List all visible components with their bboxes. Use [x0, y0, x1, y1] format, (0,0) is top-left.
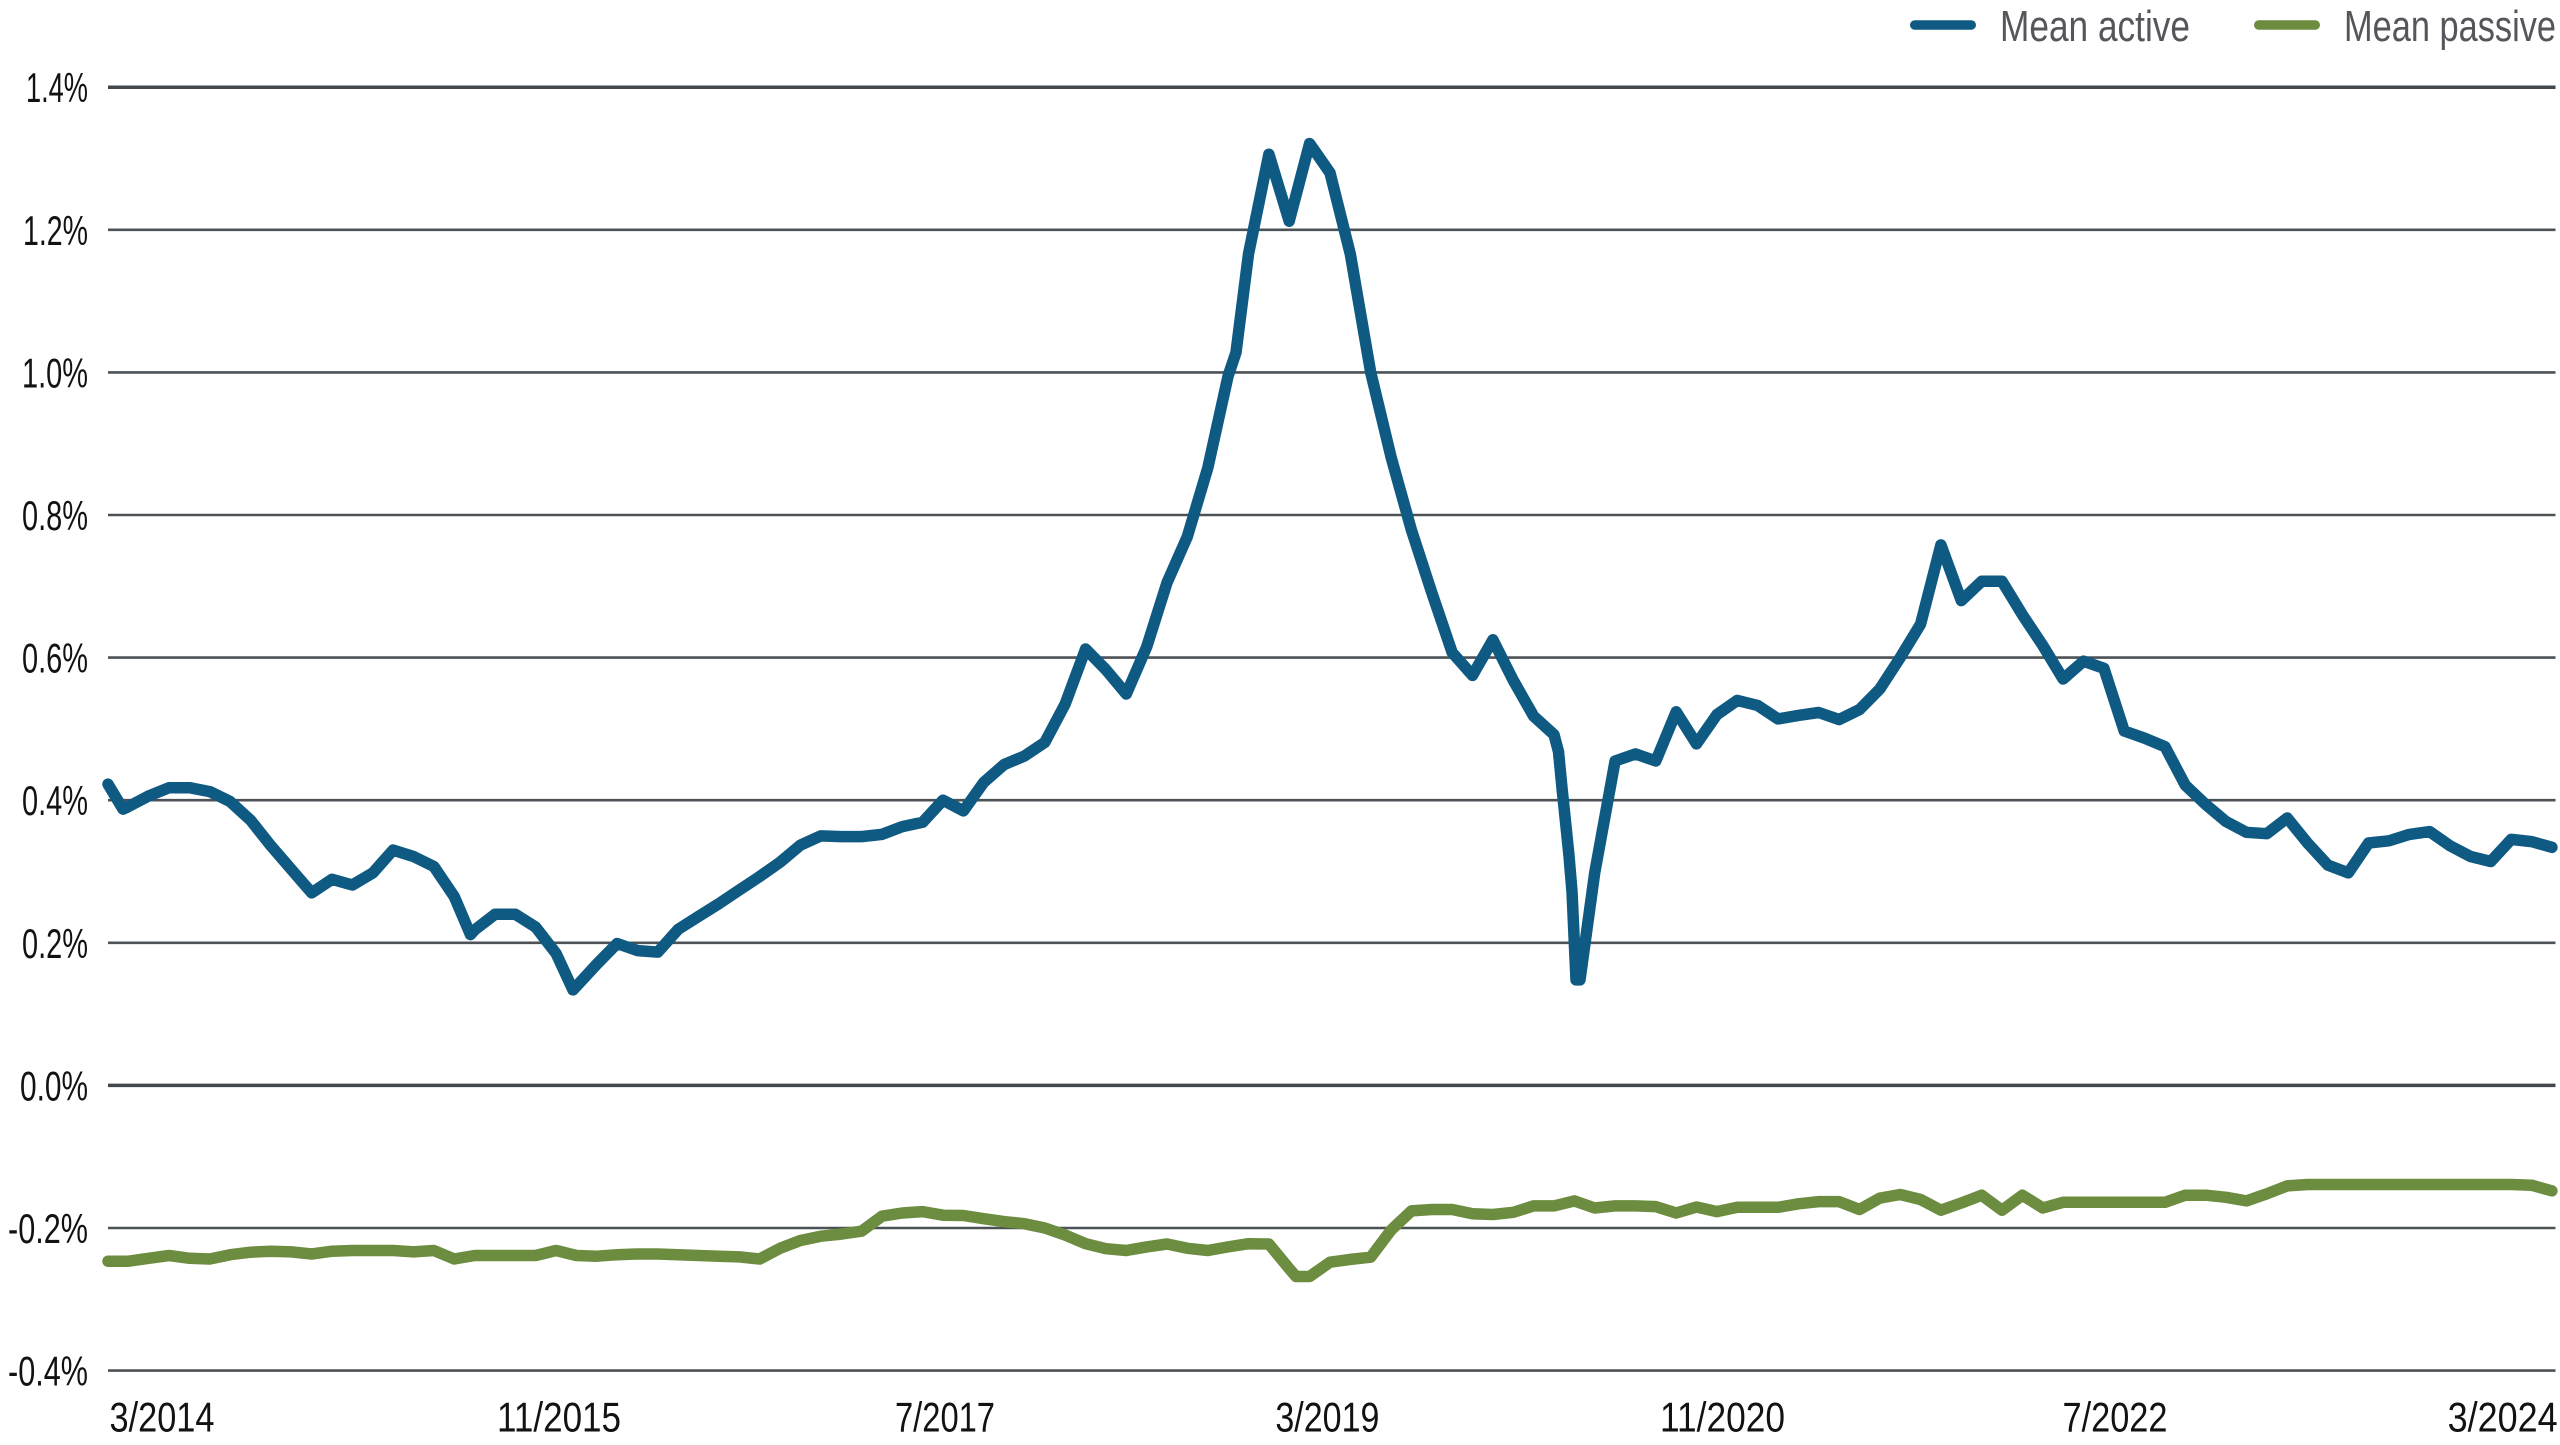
svg-text:0.6%: 0.6% [22, 635, 88, 682]
svg-text:-0.4%: -0.4% [8, 1348, 88, 1395]
svg-text:3/2024: 3/2024 [2448, 1394, 2558, 1441]
svg-text:1.2%: 1.2% [23, 207, 88, 254]
svg-text:3/2014: 3/2014 [110, 1394, 215, 1441]
svg-text:Mean active: Mean active [2000, 2, 2190, 51]
svg-text:1.4%: 1.4% [26, 64, 88, 111]
svg-text:11/2020: 11/2020 [1660, 1394, 1785, 1441]
svg-text:0.0%: 0.0% [20, 1062, 88, 1109]
svg-text:0.4%: 0.4% [22, 777, 88, 824]
svg-text:0.2%: 0.2% [22, 920, 88, 967]
svg-text:0.8%: 0.8% [22, 492, 88, 539]
svg-text:7/2022: 7/2022 [2063, 1394, 2168, 1441]
svg-text:Mean passive: Mean passive [2344, 2, 2556, 51]
svg-text:1.0%: 1.0% [22, 349, 88, 396]
svg-text:11/2015: 11/2015 [497, 1394, 621, 1441]
svg-text:7/2017: 7/2017 [895, 1394, 995, 1441]
svg-text:3/2019: 3/2019 [1275, 1394, 1379, 1441]
svg-text:-0.2%: -0.2% [8, 1205, 88, 1252]
